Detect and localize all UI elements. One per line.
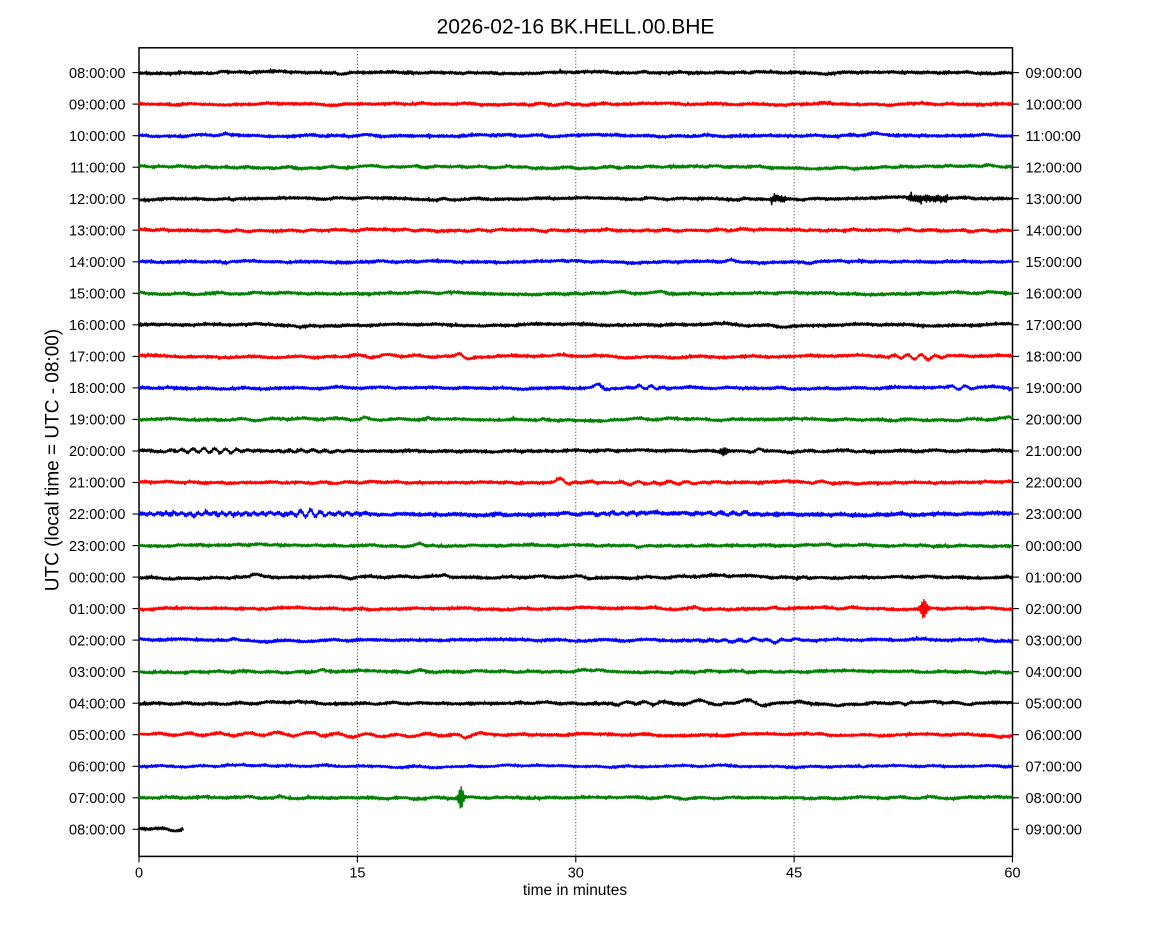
svg-text:11:00:00: 11:00:00	[1026, 129, 1081, 145]
svg-text:12:00:00: 12:00:00	[69, 192, 125, 208]
svg-text:14:00:00: 14:00:00	[1026, 223, 1082, 239]
svg-text:05:00:00: 05:00:00	[69, 728, 125, 744]
svg-text:07:00:00: 07:00:00	[69, 791, 125, 807]
svg-text:03:00:00: 03:00:00	[69, 665, 125, 681]
svg-text:17:00:00: 17:00:00	[1026, 318, 1082, 334]
svg-text:04:00:00: 04:00:00	[69, 696, 125, 712]
svg-text:21:00:00: 21:00:00	[69, 476, 125, 492]
svg-text:23:00:00: 23:00:00	[69, 539, 125, 555]
svg-text:2026-02-16 BK.HELL.00.BHE: 2026-02-16 BK.HELL.00.BHE	[437, 16, 715, 39]
svg-text:13:00:00: 13:00:00	[69, 223, 125, 239]
svg-text:20:00:00: 20:00:00	[69, 444, 125, 460]
svg-text:time in minutes: time in minutes	[523, 882, 627, 899]
svg-text:15:00:00: 15:00:00	[69, 287, 125, 303]
svg-text:19:00:00: 19:00:00	[1026, 381, 1082, 397]
svg-text:23:00:00: 23:00:00	[1026, 507, 1082, 523]
svg-text:08:00:00: 08:00:00	[1026, 791, 1082, 807]
svg-text:18:00:00: 18:00:00	[1026, 350, 1082, 366]
svg-text:16:00:00: 16:00:00	[1026, 287, 1082, 303]
svg-text:08:00:00: 08:00:00	[69, 823, 125, 839]
svg-text:14:00:00: 14:00:00	[69, 255, 125, 271]
svg-text:30: 30	[568, 866, 584, 882]
svg-text:09:00:00: 09:00:00	[1026, 66, 1082, 82]
svg-text:20:00:00: 20:00:00	[1026, 413, 1082, 429]
svg-text:13:00:00: 13:00:00	[1026, 192, 1082, 208]
svg-text:12:00:00: 12:00:00	[1026, 160, 1082, 176]
svg-text:19:00:00: 19:00:00	[69, 413, 125, 429]
svg-text:10:00:00: 10:00:00	[69, 129, 125, 145]
svg-text:22:00:00: 22:00:00	[69, 507, 125, 523]
svg-text:16:00:00: 16:00:00	[69, 318, 125, 334]
svg-text:07:00:00: 07:00:00	[1026, 760, 1082, 776]
svg-text:02:00:00: 02:00:00	[1026, 602, 1082, 618]
svg-text:09:00:00: 09:00:00	[1026, 823, 1082, 839]
svg-text:22:00:00: 22:00:00	[1026, 476, 1082, 492]
svg-text:60: 60	[1004, 866, 1020, 882]
svg-text:18:00:00: 18:00:00	[69, 381, 125, 397]
svg-text:15: 15	[349, 866, 365, 882]
svg-text:03:00:00: 03:00:00	[1026, 633, 1082, 649]
svg-text:08:00:00: 08:00:00	[69, 66, 125, 82]
svg-text:00:00:00: 00:00:00	[69, 570, 125, 586]
svg-text:01:00:00: 01:00:00	[69, 602, 125, 618]
svg-text:21:00:00: 21:00:00	[1026, 444, 1082, 460]
svg-text:05:00:00: 05:00:00	[1026, 696, 1082, 712]
svg-text:0: 0	[135, 866, 143, 882]
svg-text:17:00:00: 17:00:00	[69, 350, 125, 366]
svg-text:45: 45	[786, 866, 802, 882]
svg-text:00:00:00: 00:00:00	[1026, 539, 1082, 555]
svg-text:10:00:00: 10:00:00	[1026, 97, 1082, 113]
svg-text:06:00:00: 06:00:00	[69, 760, 125, 776]
svg-text:01:00:00: 01:00:00	[1026, 570, 1082, 586]
svg-text:04:00:00: 04:00:00	[1026, 665, 1082, 681]
svg-text:02:00:00: 02:00:00	[69, 633, 125, 649]
svg-text:UTC (local time = UTC - 08:00): UTC (local time = UTC - 08:00)	[43, 329, 64, 591]
svg-text:06:00:00: 06:00:00	[1026, 728, 1082, 744]
svg-text:15:00:00: 15:00:00	[1026, 255, 1082, 271]
svg-text:11:00:00: 11:00:00	[70, 160, 125, 176]
svg-text:09:00:00: 09:00:00	[69, 97, 125, 113]
